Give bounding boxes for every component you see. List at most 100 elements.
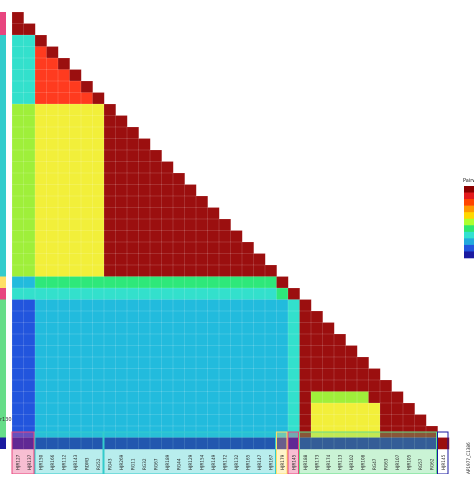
heatmap-cell: [11, 333, 25, 347]
heatmap-cell: [69, 379, 82, 393]
heatmap-cell: [218, 310, 232, 324]
heatmap-cell: [138, 310, 151, 324]
heatmap-cell: [46, 230, 59, 243]
heatmap-cell: [138, 207, 151, 220]
heatmap-cell: [195, 333, 209, 347]
heatmap-cell: [402, 414, 416, 427]
heatmap-cell: [161, 414, 174, 427]
heatmap-cell: [172, 218, 186, 232]
heatmap-cell: [103, 379, 117, 393]
heatmap-cell: [57, 172, 71, 186]
heatmap-cell: [69, 195, 82, 209]
heatmap-cell: [69, 218, 82, 232]
heatmap-cell: [195, 230, 209, 243]
heatmap-cell: [11, 264, 25, 278]
heatmap-cell: [149, 241, 163, 255]
heatmap-cell: [46, 264, 59, 278]
heatmap-cell: [310, 356, 324, 370]
heatmap-cell: [57, 115, 71, 128]
heatmap-cell: [276, 322, 289, 335]
heatmap-cell: [115, 138, 128, 151]
legend-swatch: [464, 186, 474, 193]
heatmap-cell: [46, 138, 59, 151]
heatmap-cell: [115, 322, 128, 335]
heatmap-cell: [345, 391, 358, 404]
heatmap-cell: [69, 276, 82, 289]
column-label: RG32: [142, 458, 147, 470]
heatmap-cell: [11, 253, 25, 266]
heatmap-cell: [11, 103, 25, 117]
heatmap-cell: [126, 276, 140, 289]
heatmap-cell: [138, 287, 151, 301]
heatmap-cell: [23, 333, 36, 347]
heatmap-cell: [46, 368, 59, 381]
heatmap-cell: [253, 356, 266, 370]
heatmap-cell: [57, 276, 71, 289]
left-group-marker: [0, 299, 6, 438]
heatmap-cell: [80, 345, 94, 358]
heatmap-cell: [126, 218, 140, 232]
heatmap-cell: [368, 391, 381, 404]
heatmap-cell: [126, 126, 140, 140]
heatmap-cell: [92, 115, 105, 128]
heatmap-cell: [184, 195, 197, 209]
heatmap-cell: [195, 356, 209, 370]
heatmap-cell: [69, 414, 82, 427]
heatmap-cell: [184, 230, 197, 243]
heatmap-cell: [230, 253, 243, 266]
heatmap-cell: [333, 402, 347, 416]
heatmap-cell: [172, 368, 186, 381]
heatmap-cell: [184, 264, 197, 278]
heatmap-cell: [57, 218, 71, 232]
heatmap-cell: [23, 23, 36, 36]
heatmap-cell: [11, 46, 25, 59]
heatmap-cell: [23, 92, 36, 105]
heatmap-cell: [138, 161, 151, 174]
heatmap-cell: [299, 310, 312, 324]
heatmap-cell: [253, 368, 266, 381]
heatmap-cell: [92, 241, 105, 255]
heatmap-cell: [184, 253, 197, 266]
heatmap-cell: [11, 368, 25, 381]
heatmap-cell: [195, 253, 209, 266]
heatmap-cell: [322, 322, 335, 335]
heatmap-cell: [11, 172, 25, 186]
heatmap-cell: [379, 391, 393, 404]
heatmap-cell: [172, 299, 186, 312]
heatmap-cell: [333, 379, 347, 393]
heatmap-cell: [126, 356, 140, 370]
heatmap-cell: [34, 368, 48, 381]
heatmap-cell: [276, 391, 289, 404]
heatmap-cell: [218, 333, 232, 347]
heatmap-cell: [23, 368, 36, 381]
heatmap-cell: [11, 69, 25, 82]
heatmap-cell: [69, 172, 82, 186]
heatmap-cell: [103, 345, 117, 358]
heatmap-cell: [23, 195, 36, 209]
heatmap-cell: [80, 92, 94, 105]
heatmap-cell: [11, 402, 25, 416]
heatmap-cell: [126, 310, 140, 324]
heatmap-cell: [149, 287, 163, 301]
heatmap-cell: [264, 276, 278, 289]
heatmap-cell: [126, 264, 140, 278]
heatmap-cell: [241, 276, 255, 289]
heatmap-cell: [195, 195, 209, 209]
heatmap-cell: [34, 34, 48, 48]
heatmap-cell: [299, 391, 312, 404]
heatmap-cell: [264, 333, 278, 347]
heatmap-cell: [207, 230, 220, 243]
heatmap-cell: [115, 264, 128, 278]
heatmap-cell: [57, 207, 71, 220]
heatmap-cell: [161, 322, 174, 335]
heatmap-cell: [23, 253, 36, 266]
heatmap-cell: [103, 276, 117, 289]
heatmap-cell: [11, 310, 25, 324]
column-label: HJR112: [61, 454, 66, 470]
heatmap-cell: [230, 345, 243, 358]
heatmap-cell: [80, 161, 94, 174]
heatmap-cell: [161, 356, 174, 370]
heatmap-cell: [218, 253, 232, 266]
heatmap-cell: [207, 345, 220, 358]
